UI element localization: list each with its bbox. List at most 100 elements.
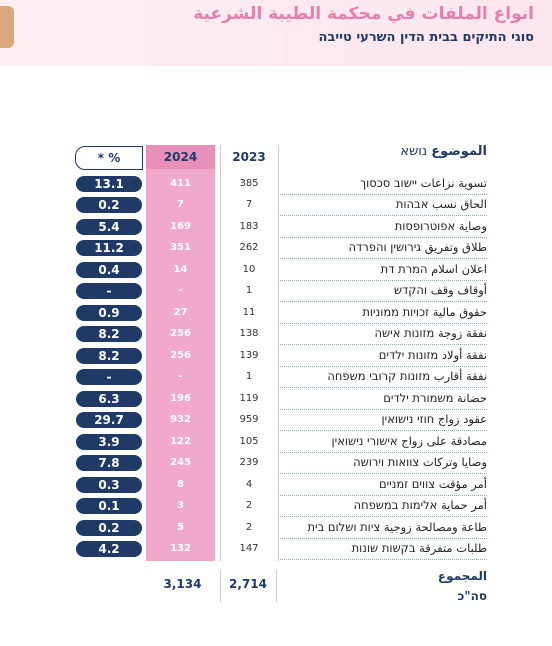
row-divider [280,537,487,539]
value-2024: 256 [170,328,191,340]
separator [220,570,221,602]
logo-fragment [0,6,14,48]
value-2023: 147 [239,542,259,554]
subject: وصايا وتركات צוואות וירושה [353,455,487,470]
value-2023: 119 [239,392,259,404]
percent-cell: - [76,283,142,300]
value-2024: 256 [170,349,191,361]
row-divider [280,322,487,324]
value-2024: 245 [170,457,191,469]
value-2023: 239 [239,457,259,469]
subtitle: סוגי התיקים בבית הדין השרעי טייבה [318,30,534,45]
value-2024: 169 [170,220,191,232]
value-2023: 183 [239,220,259,232]
row-divider [280,558,487,560]
header-2023: 2023 [232,150,266,164]
row-divider [280,301,487,303]
value-2023: 105 [239,435,259,447]
header-subject: الموضوع נושא [400,144,487,159]
row-divider [280,408,487,410]
value-2023: 139 [239,349,259,361]
subject: عقود زواج חוזי נישואין [381,412,487,427]
total-label-ar: المجموع [437,569,487,583]
row-divider [280,279,487,281]
percent-cell: - [76,369,142,386]
row-divider [280,451,487,453]
row-divider [280,236,487,238]
row-divider [280,473,487,475]
subject: نفقة أولاد מזונות ילדים [378,347,487,362]
value-2023: 10 [242,263,256,275]
row-divider [280,494,487,496]
header-subject-ar: الموضوع [431,144,487,159]
subject: أمر مؤقت צווים זמניים [378,476,487,491]
subject: طلاق وتفريق גירושין והפרדה [348,240,487,255]
total-2023: 2,714 [229,577,267,591]
percent-cell: 5.4 [76,218,142,235]
subject: طاعة ومصالحة زوجية ציות ושלום בית [307,519,487,534]
subject: حضانة משמורת ילדים [383,390,487,405]
subject: حقوق مالية זכויות ממוניות [362,304,487,319]
percent-cell: 7.8 [76,455,142,472]
value-2024: 351 [170,242,191,254]
subject: تسوية نزاعات יישוב סכסוך [359,176,487,190]
percent-cell: 0.3 [76,476,142,493]
header-subject-he: נושא [400,144,428,159]
percent-cell: 8.2 [76,326,142,343]
value-2024: 14 [173,263,188,275]
percent-cell: 3.9 [76,433,142,450]
value-2024: - [178,371,183,383]
header-band [0,0,552,66]
row-divider [280,215,487,217]
separator [278,145,279,561]
percent-cell: 13.1 [76,176,142,192]
percent-cell: 4.2 [76,540,142,557]
row-divider [280,516,487,518]
value-2024: 5 [177,521,184,533]
total-label-he: סה"כ [457,589,487,603]
value-2023: 1 [245,285,253,297]
header-2024: 2024 [146,145,215,169]
value-2023: 1 [245,371,253,383]
value-2024: 7 [177,199,184,211]
title: انواع الملفات في محكمة الطيبة الشرعية [193,4,534,24]
header-percent: * % [75,146,143,170]
subject: أمر حماية אלימות במשפחה [353,498,487,513]
subject: نفقة أقارب מזונות קרובי משפחה [327,369,487,384]
value-2024: 3 [177,500,184,512]
value-2024: 8 [177,478,184,490]
percent-cell: 0.4 [76,261,142,278]
row-divider [280,430,487,432]
row-divider [280,344,487,346]
subject: نفقة زوجة מזונות אישה [374,326,488,341]
value-2024: 27 [173,306,188,318]
value-2023: 138 [239,328,259,340]
row-divider [280,258,487,260]
subject: اعلان اسلام המרת דת [380,261,487,276]
value-2023: 11 [242,306,256,318]
row-divider [280,365,487,367]
percent-cell: 29.7 [76,412,142,429]
row-divider [280,387,487,389]
value-2023: 959 [239,414,259,426]
percent-cell: 0.1 [76,498,142,515]
subject: الحاق نسب אבהות [395,197,487,212]
value-2023: 2 [245,521,253,533]
value-2024: 132 [170,542,191,554]
row-divider [280,194,487,195]
value-2024: - [178,285,183,297]
percent-cell: 11.2 [76,240,142,257]
value-2024: 122 [170,435,191,447]
subject: وصاية אפוטרופסות [394,218,487,233]
percent-cell: 8.2 [76,347,142,364]
value-2024: 196 [170,392,191,404]
total-2024: 3,134 [163,577,202,591]
value-2024: 932 [170,414,191,426]
separator [276,570,277,602]
percent-cell: 0.9 [76,304,142,321]
subject: طلبات متفرقة בקשות שונות [351,540,487,555]
percent-cell: 6.3 [76,390,142,407]
column-2024-bg [146,145,215,561]
subject: مصادقة على زواج אישורי נישואין [331,433,487,448]
